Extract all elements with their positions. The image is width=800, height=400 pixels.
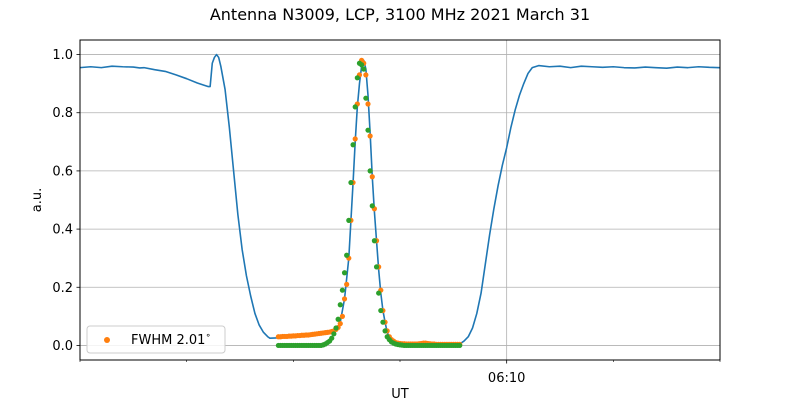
point-green-26 <box>331 331 337 337</box>
point-green-44 <box>369 203 375 209</box>
point-green-27 <box>333 325 339 331</box>
y-tick-label-4: 0.8 <box>52 106 73 121</box>
point-green-49 <box>380 319 386 325</box>
y-tick-label-5: 1.0 <box>52 48 73 63</box>
grid-lines <box>80 40 720 360</box>
point-green-32 <box>344 252 350 258</box>
point-orange-44 <box>369 174 375 180</box>
point-green-42 <box>365 127 371 133</box>
series-layer <box>79 53 721 349</box>
series-green-points <box>275 60 463 349</box>
point-orange-32 <box>344 281 350 287</box>
series-blue-line <box>79 53 721 345</box>
x-tick-label-0: 06:10 <box>488 371 525 386</box>
point-orange-41 <box>363 72 369 78</box>
point-green-28 <box>335 316 341 322</box>
point-green-25 <box>329 335 335 341</box>
y-tick-label-0: 0.0 <box>52 339 73 354</box>
point-green-46 <box>373 264 380 270</box>
legend-box <box>86 325 226 354</box>
point-green-33 <box>346 217 352 223</box>
y-tick-label-2: 0.4 <box>52 223 73 238</box>
chart-title: Antenna N3009, LCP, 3100 MHz 2021 March … <box>210 5 590 24</box>
point-green-36 <box>352 104 358 110</box>
point-green-30 <box>339 287 345 293</box>
point-green-31 <box>341 270 348 276</box>
point-green-39 <box>359 62 365 68</box>
y-tick-label-1: 0.2 <box>52 281 73 296</box>
x-axis-ticks: 06:10 <box>79 360 721 386</box>
legend-marker-orange <box>104 337 110 343</box>
point-green-41 <box>363 95 369 101</box>
point-orange-30 <box>339 313 345 319</box>
y-tick-label-3: 0.6 <box>52 164 73 179</box>
point-green-37 <box>354 75 360 81</box>
point-orange-43 <box>367 133 373 139</box>
point-orange-42 <box>365 101 371 107</box>
point-green-29 <box>337 302 343 308</box>
plot-frame <box>79 39 721 361</box>
point-green-48 <box>378 307 384 314</box>
legend: FWHM 2.01∘ <box>86 325 226 354</box>
point-green-45 <box>371 238 377 244</box>
point-green-47 <box>376 290 382 296</box>
legend-label-text: FWHM 2.01 <box>131 333 205 348</box>
y-axis-ticks: 0.0 0.2 0.4 0.6 0.8 1.0 <box>52 48 80 354</box>
legend-label: FWHM 2.01∘ <box>131 331 211 348</box>
point-green-50 <box>382 328 388 334</box>
point-orange-36 <box>352 136 358 142</box>
y-axis-label: a.u. <box>30 188 45 212</box>
point-green-35 <box>350 142 356 148</box>
point-green-34 <box>348 179 354 186</box>
point-orange-29 <box>337 321 343 327</box>
point-green-40 <box>361 66 367 72</box>
point-green-85 <box>457 342 463 349</box>
point-orange-31 <box>341 296 348 302</box>
point-green-43 <box>367 168 373 174</box>
x-axis-label: UT <box>391 387 409 400</box>
legend-label-degree: ∘ <box>205 331 211 341</box>
